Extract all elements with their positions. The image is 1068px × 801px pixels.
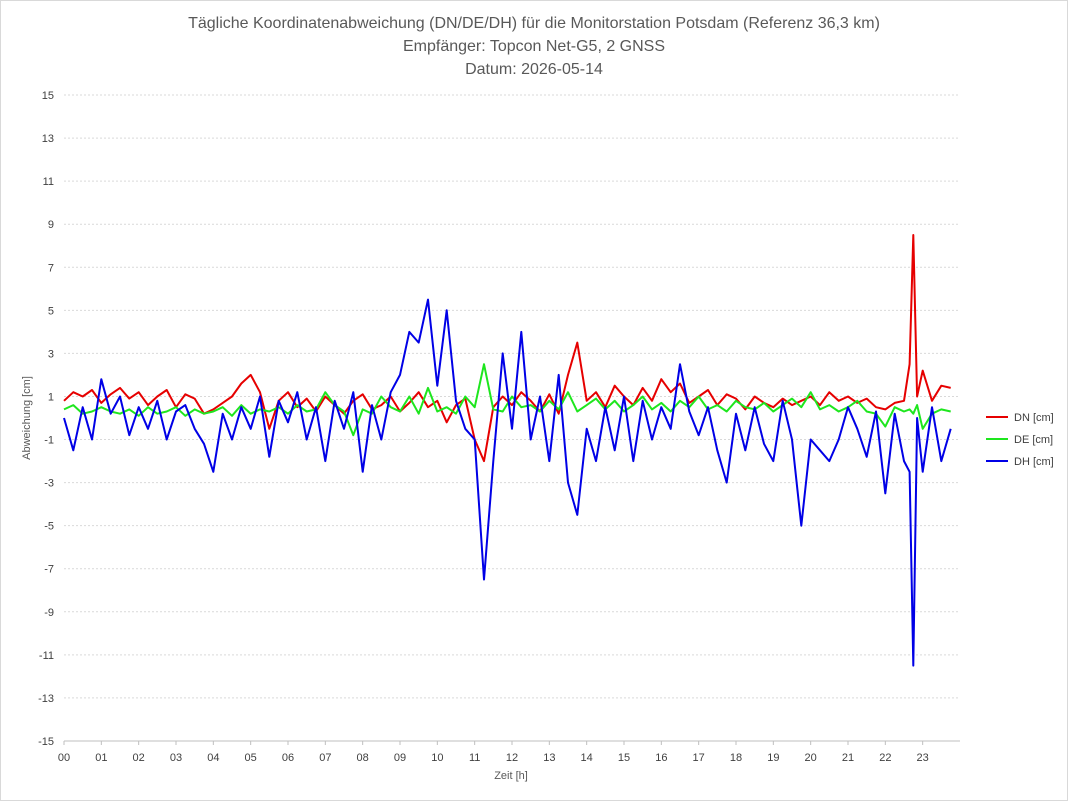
- series-line-1: [63, 363, 951, 437]
- x-tick-label: 20: [805, 752, 817, 764]
- chart-title: Tägliche Koordinatenabweichung (DN/DE/DH…: [188, 15, 880, 32]
- x-tick-label: 11: [469, 752, 480, 764]
- x-tick-label: 10: [431, 752, 443, 764]
- series-lines: [63, 234, 952, 667]
- x-tick-label: 17: [693, 752, 705, 764]
- legend: DN [cm] DE [cm] DH [cm]: [986, 412, 1054, 468]
- y-tick-label: 1: [48, 391, 54, 403]
- y-tick-label: 9: [48, 219, 54, 231]
- x-axis-label: Zeit [h]: [494, 770, 528, 782]
- x-tick-label: 22: [879, 752, 891, 764]
- legend-label-0: DN [cm]: [1014, 412, 1054, 424]
- x-tick-label: 16: [655, 752, 667, 764]
- x-tick-label: 00: [58, 752, 70, 764]
- y-tick-label: 13: [42, 133, 54, 145]
- x-tick-label: 07: [319, 752, 331, 764]
- y-tick-label: -9: [44, 607, 54, 619]
- y-tick-label: -5: [44, 521, 54, 533]
- x-tick-label: 21: [842, 752, 854, 764]
- x-axis-ticks: 00 01 02 03 04 05 06 07 08 09 10 11 12 13 14 15 16 17 18 19…: [58, 740, 960, 764]
- chart-subtitle: Empfänger: Topcon Net-G5, 2 GNSS: [403, 38, 665, 55]
- series-line-2: [63, 298, 952, 667]
- x-tick-label: 14: [581, 752, 593, 764]
- x-tick-label: 02: [133, 752, 145, 764]
- x-tick-label: 18: [730, 752, 742, 764]
- x-tick-label: 12: [506, 752, 518, 764]
- legend-label-2: DH [cm]: [1014, 456, 1054, 468]
- y-tick-label: 5: [48, 305, 54, 317]
- x-tick-label: 15: [618, 752, 630, 764]
- series-line-0: [63, 234, 951, 463]
- x-tick-label: 19: [767, 752, 779, 764]
- y-tick-label: -1: [44, 435, 54, 447]
- x-tick-label: 23: [917, 752, 929, 764]
- x-tick-label: 05: [245, 752, 257, 764]
- x-tick-label: 13: [543, 752, 555, 764]
- x-tick-label: 04: [207, 752, 219, 764]
- y-tick-label: 3: [48, 348, 54, 360]
- chart-date: Datum: 2026-05-14: [465, 61, 603, 78]
- x-tick-label: 01: [95, 752, 107, 764]
- y-axis-label: Abweichung [cm]: [21, 376, 33, 460]
- y-tick-label: -7: [44, 564, 54, 576]
- y-tick-label: 11: [43, 176, 54, 188]
- x-tick-label: 03: [170, 752, 182, 764]
- x-tick-label: 09: [394, 752, 406, 764]
- y-tick-label: -3: [44, 478, 54, 490]
- y-axis-ticks: 15 13 11 9 7 5 3 1 -1 -3 -5 -7 -9 -11 -13 -15: [38, 90, 54, 748]
- x-tick-label: 08: [357, 752, 369, 764]
- y-tick-label: -13: [38, 693, 54, 705]
- y-tick-label: -15: [38, 736, 54, 748]
- y-tick-label: -11: [39, 650, 54, 662]
- y-tick-label: 15: [42, 90, 54, 102]
- x-tick-label: 06: [282, 752, 294, 764]
- y-tick-label: 7: [48, 262, 54, 274]
- legend-label-1: DE [cm]: [1014, 434, 1053, 446]
